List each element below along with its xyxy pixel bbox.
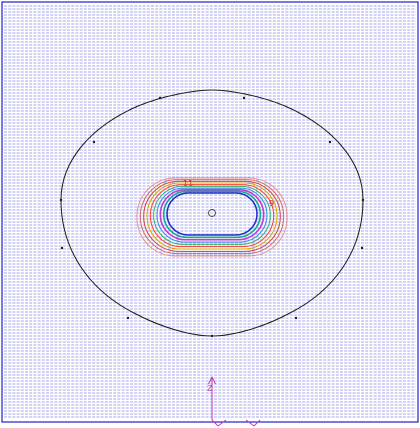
- contour-level: [143, 180, 281, 252]
- boundary-node: [126, 316, 130, 320]
- boundary-node: [158, 96, 162, 100]
- contour-level: [139, 179, 285, 255]
- boundary-node: [59, 198, 63, 202]
- xy-axis-lines: [211, 419, 261, 427]
- boundary-node: [92, 140, 96, 144]
- circle-marker-icon[interactable]: [208, 209, 216, 217]
- contour-level: [136, 177, 288, 257]
- boundary-node: [294, 316, 298, 320]
- center-marker[interactable]: [208, 209, 216, 217]
- boundary-node: [210, 334, 214, 338]
- boundary-node: [360, 246, 364, 250]
- boundary-node: [60, 246, 64, 250]
- z-axis-arrowhead: [208, 375, 216, 385]
- outer-boundary: [59, 89, 365, 338]
- contour-level: [166, 192, 258, 236]
- contour-level: [149, 184, 275, 248]
- boundary-node: [242, 96, 246, 100]
- z-axis-label: Z: [207, 384, 213, 393]
- contour-level: [156, 187, 268, 243]
- contour-level: [159, 188, 265, 241]
- boundary-node: [328, 140, 332, 144]
- contour-set: [136, 177, 288, 257]
- contour-label: 11: [183, 179, 193, 188]
- contour-level: [162, 190, 262, 239]
- contour-label: 9: [269, 199, 274, 208]
- contour-level: [146, 182, 278, 250]
- coordinate-axis-triad: Z coordinate-axis-icon: [207, 375, 261, 427]
- contour-labels: 11 9: [183, 179, 274, 208]
- mesh-hatch-lines: [4, 5, 416, 418]
- boundary-node: [361, 198, 365, 202]
- contour-level: [153, 185, 271, 245]
- outer-boundary-nodes: [59, 96, 365, 338]
